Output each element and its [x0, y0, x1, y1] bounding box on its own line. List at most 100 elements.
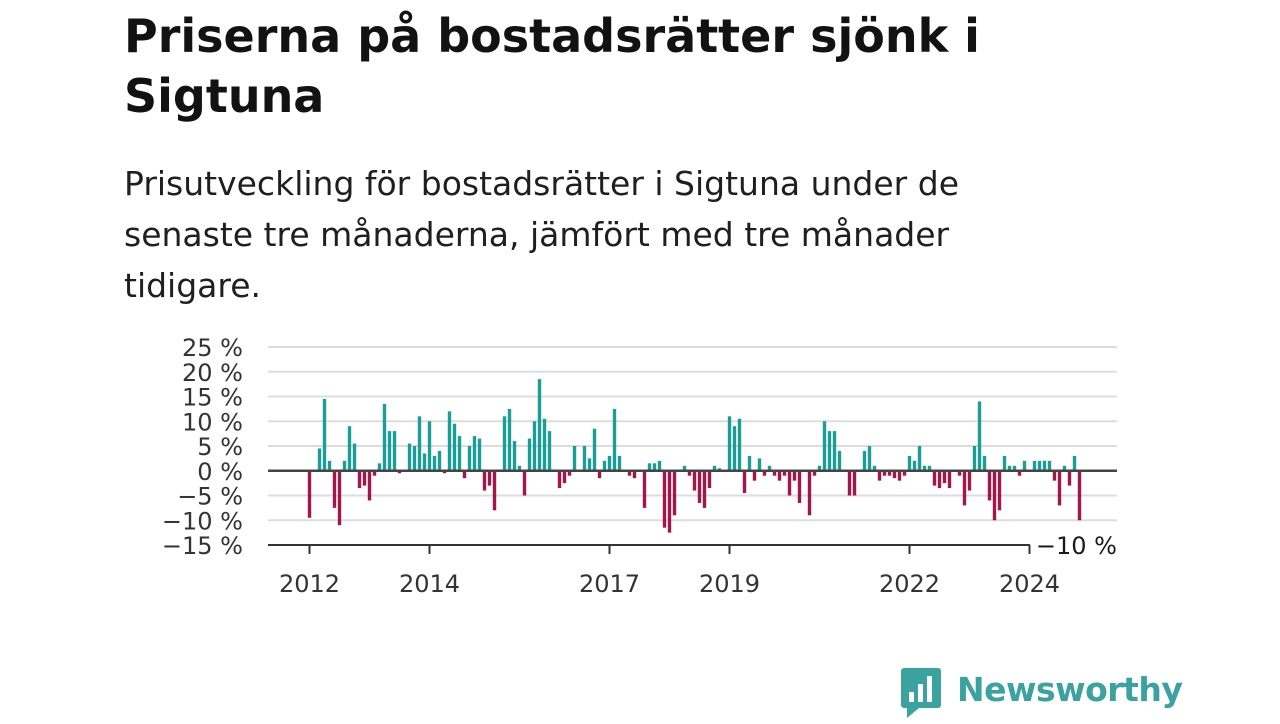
bar	[872, 465, 877, 471]
bar	[937, 470, 942, 489]
bar	[557, 470, 562, 489]
bar	[742, 470, 747, 494]
bar	[477, 438, 482, 471]
bar	[682, 465, 687, 471]
bar	[457, 436, 462, 471]
bar	[522, 470, 527, 496]
bar	[667, 470, 672, 533]
y-tick-label: −15 %	[162, 532, 243, 560]
bar	[572, 446, 577, 471]
bar	[967, 470, 972, 491]
bar	[567, 470, 572, 476]
bar	[827, 431, 832, 471]
chart-subtitle: Prisutveckling för bostadsrätter i Sigtu…	[124, 164, 959, 305]
bar	[837, 450, 842, 471]
bar	[657, 460, 662, 471]
x-tick-label: 2019	[699, 570, 760, 598]
x-tick-label: 2017	[579, 570, 640, 598]
bar	[512, 441, 517, 471]
bar	[372, 470, 377, 476]
bar	[492, 470, 497, 511]
bar	[472, 436, 477, 471]
bar	[932, 470, 937, 486]
y-tick-label: 10 %	[182, 408, 243, 436]
x-tick-label: 2022	[879, 570, 940, 598]
brand-name: Newsworthy	[957, 670, 1183, 709]
bar	[1052, 470, 1057, 481]
bar	[982, 455, 987, 471]
bar	[672, 470, 677, 516]
bar	[712, 465, 717, 471]
bar	[487, 470, 492, 486]
bar	[1047, 460, 1052, 471]
bar	[582, 446, 587, 471]
bar	[912, 460, 917, 471]
bar	[377, 463, 382, 471]
bar	[367, 470, 372, 501]
bar	[607, 455, 612, 471]
bar	[467, 446, 472, 471]
bar	[782, 470, 787, 476]
bar	[972, 446, 977, 471]
bar	[762, 470, 767, 476]
bar	[322, 398, 327, 471]
y-tick-label: −5 %	[177, 483, 243, 511]
bar	[317, 448, 322, 471]
bar	[482, 470, 487, 491]
bar	[917, 446, 922, 471]
bar	[352, 443, 357, 471]
bar	[692, 470, 697, 491]
bar	[597, 470, 602, 479]
bar	[977, 401, 982, 471]
bar	[437, 450, 442, 471]
bar	[1032, 460, 1037, 471]
bar	[1042, 460, 1047, 471]
y-tick-label: 25 %	[182, 334, 243, 362]
bar	[357, 470, 362, 489]
bar	[647, 463, 652, 471]
bar	[427, 421, 432, 471]
bar	[547, 431, 552, 471]
bar	[602, 460, 607, 471]
bar	[542, 418, 547, 471]
bar	[327, 460, 332, 471]
bar	[617, 455, 622, 471]
bar	[337, 470, 342, 526]
bar	[947, 470, 952, 489]
bar	[507, 408, 512, 471]
bar	[737, 418, 742, 471]
bar	[632, 470, 637, 479]
bar	[532, 421, 537, 471]
bar	[892, 470, 897, 479]
y-tick-label: −10 %	[162, 507, 243, 535]
bar	[797, 470, 802, 503]
bar	[757, 458, 762, 471]
bar	[392, 431, 397, 471]
bar	[747, 455, 752, 471]
bar	[1062, 465, 1067, 471]
bar	[997, 470, 1002, 511]
y-tick-label: 15 %	[182, 384, 243, 412]
bar	[817, 465, 822, 471]
bar	[1067, 470, 1072, 486]
x-tick-label: 2014	[399, 570, 460, 598]
bar	[422, 453, 427, 471]
bar	[1037, 460, 1042, 471]
bar	[627, 470, 632, 476]
bar	[732, 426, 737, 471]
bar	[902, 470, 907, 476]
bar	[662, 470, 667, 528]
bar	[847, 470, 852, 496]
bar	[387, 431, 392, 471]
bar	[897, 470, 902, 481]
bar	[1057, 470, 1062, 506]
bar	[527, 438, 532, 471]
y-tick-label: 20 %	[182, 359, 243, 387]
bar	[462, 470, 467, 479]
bar	[867, 446, 872, 471]
x-tick-label: 2024	[999, 570, 1060, 598]
bar	[907, 455, 912, 471]
bar-chart-bubble-icon	[901, 668, 941, 718]
bar	[502, 416, 507, 471]
